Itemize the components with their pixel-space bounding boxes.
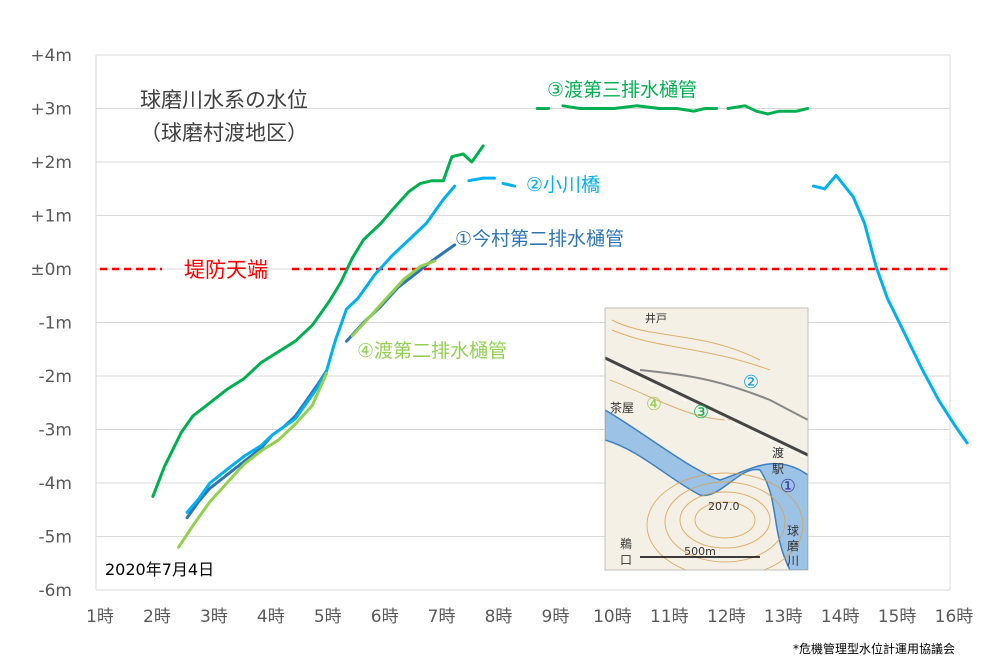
x-tick-label: 11時 bbox=[650, 607, 689, 627]
road bbox=[639, 369, 808, 421]
date-label: 2020年7月4日 bbox=[105, 560, 214, 579]
series-label-4: ④渡第二排水樋管 bbox=[357, 340, 507, 362]
x-tick-label: 12時 bbox=[707, 607, 746, 627]
map-marker-4: ④ bbox=[646, 394, 662, 415]
map-label-wata: 渡 bbox=[772, 445, 784, 460]
series-line-4 bbox=[177, 371, 329, 549]
source-note: *危機管理型水位計運用協議会 bbox=[793, 641, 955, 656]
y-tick-label: -4m bbox=[38, 474, 72, 494]
map-label-elevation: 207.0 bbox=[708, 500, 740, 513]
map-label-u: 鵜 bbox=[620, 537, 632, 551]
series-label-3: ③渡第三排水樋管 bbox=[547, 79, 697, 101]
y-tick-label: -5m bbox=[38, 528, 72, 548]
x-tick-label: 8時 bbox=[485, 607, 513, 627]
x-tick-label: 15時 bbox=[878, 607, 917, 627]
series-line-4 bbox=[350, 259, 437, 338]
railway bbox=[605, 356, 808, 457]
y-tick-label: +1m bbox=[30, 207, 72, 227]
series-label-1: ①今村第二排水樋管 bbox=[455, 228, 624, 250]
x-tick-label: 9時 bbox=[542, 607, 570, 627]
map-marker-3: ③ bbox=[693, 402, 709, 423]
map-label-ido: 井戸 bbox=[645, 311, 667, 325]
x-tick-label: 7時 bbox=[428, 607, 456, 627]
series-lines bbox=[151, 104, 969, 549]
y-tick-label: +2m bbox=[30, 153, 72, 173]
y-tick-label: +4m bbox=[30, 46, 72, 66]
y-axis-ticks: +4m +3m +2m +1m ±0m -1m -2m -3m -4m -5m -6m bbox=[30, 46, 72, 601]
y-tick-label: -3m bbox=[38, 421, 72, 441]
x-tick-label: 5時 bbox=[314, 607, 342, 627]
x-tick-label: 16時 bbox=[935, 607, 974, 627]
series-line-2 bbox=[467, 176, 496, 183]
map-label-station: 駅 bbox=[772, 462, 784, 476]
series-line-2 bbox=[501, 181, 516, 188]
x-tick-label: 10時 bbox=[593, 607, 632, 627]
series-line-3 bbox=[561, 104, 719, 113]
x-tick-label: 6時 bbox=[371, 607, 399, 627]
reference-line-label: 堤防天端 bbox=[184, 258, 268, 282]
map-label-kuchi: 口 bbox=[620, 553, 632, 567]
map-label-chaya: 茶屋 bbox=[610, 400, 634, 415]
chart-title: 球磨川水系の水位 bbox=[140, 88, 308, 112]
x-tick-label: 14時 bbox=[821, 607, 860, 627]
x-tick-label: 1時 bbox=[86, 607, 114, 627]
map-scale-label: 500m bbox=[684, 545, 716, 558]
chart-subtitle: （球磨村渡地区） bbox=[140, 121, 308, 145]
series-line-2 bbox=[823, 173, 969, 445]
railway-dash bbox=[605, 361, 808, 460]
series-line-2 bbox=[811, 184, 827, 191]
map-frame bbox=[604, 307, 809, 571]
series-label-2: ②小川橋 bbox=[526, 174, 600, 196]
map-label-kuma-1: 球 bbox=[787, 524, 799, 538]
contour-lines bbox=[609, 319, 804, 570]
series-line-2 bbox=[185, 184, 457, 514]
map-label-kuma-3: 川 bbox=[787, 554, 799, 568]
x-tick-label: 2時 bbox=[143, 607, 171, 627]
x-axis-ticks: 1時 2時 3時 4時 5時 6時 7時 8時 9時 10時 11時 12時 13時 14時 15時 16時 bbox=[86, 607, 973, 627]
y-tick-label: -2m bbox=[38, 367, 72, 387]
map-marker-2: ② bbox=[743, 372, 759, 393]
map-label-kuma-2: 磨 bbox=[787, 539, 799, 553]
reference-line-group: 堤防天端 bbox=[100, 258, 950, 282]
x-tick-label: 13時 bbox=[764, 607, 803, 627]
series-line-3 bbox=[726, 104, 810, 116]
y-tick-label: +3m bbox=[30, 100, 72, 120]
location-map: 井戸 茶屋 渡 駅 207.0 鵜 口 球 磨 川 500m ① ② ③ ④ bbox=[604, 307, 809, 571]
x-tick-label: 3時 bbox=[200, 607, 228, 627]
map-marker-1: ① bbox=[780, 476, 796, 497]
y-tick-label: -1m bbox=[38, 314, 72, 334]
series-line-3 bbox=[151, 144, 485, 498]
y-tick-label: -6m bbox=[38, 581, 72, 601]
x-tick-label: 4時 bbox=[257, 607, 285, 627]
y-tick-label: ±0m bbox=[30, 260, 72, 280]
